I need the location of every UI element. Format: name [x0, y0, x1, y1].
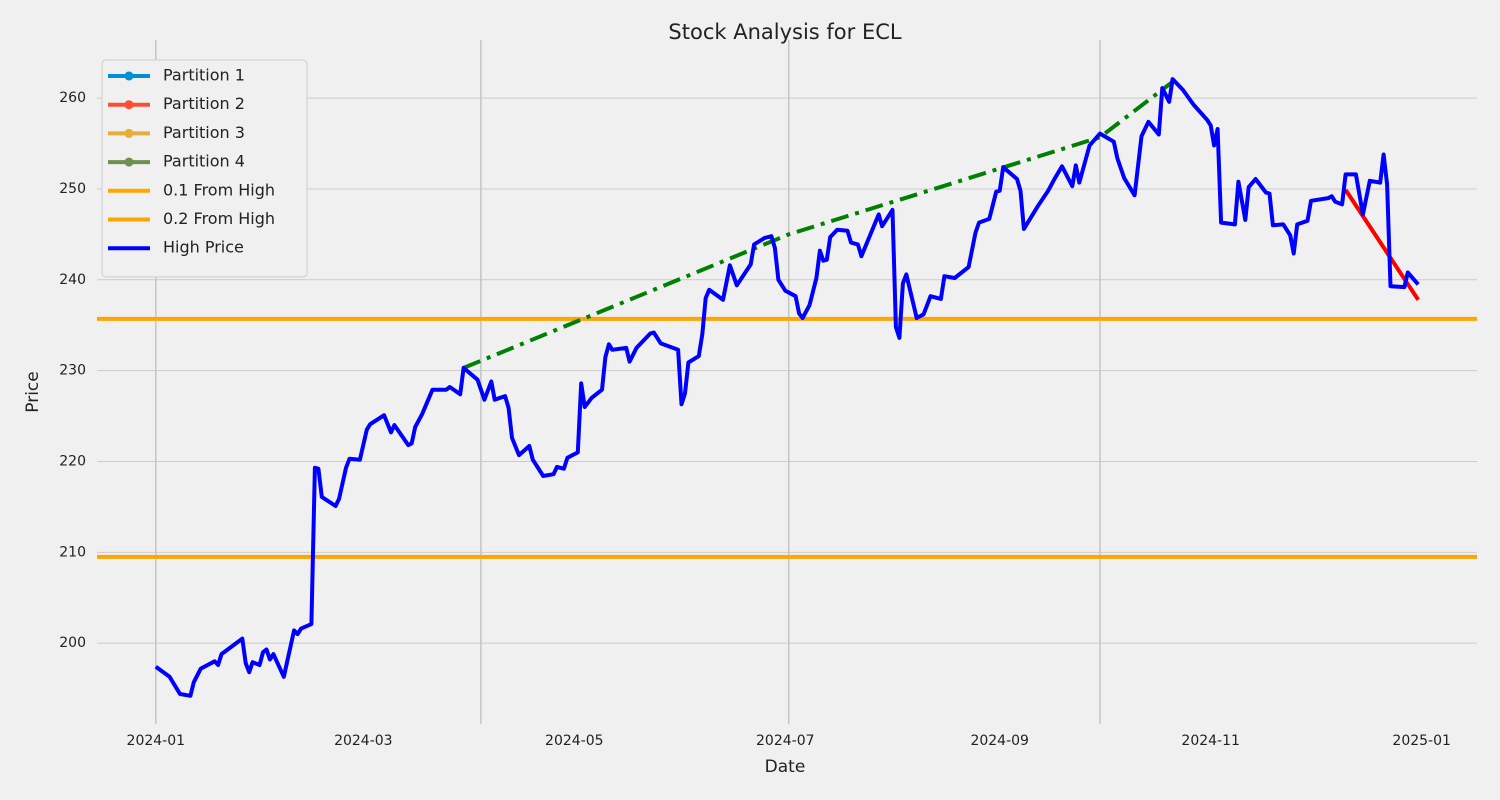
- y-tick-label: 260: [59, 90, 86, 106]
- y-axis-label: Price: [23, 371, 43, 412]
- legend-marker: [124, 100, 134, 110]
- legend-marker: [124, 71, 134, 81]
- legend-label: Partition 1: [163, 66, 245, 85]
- legend-box: [101, 59, 308, 278]
- x-axis-label: Date: [765, 757, 806, 777]
- legend-label: Partition 4: [163, 152, 245, 171]
- legend-label: 0.1 From High: [163, 180, 275, 199]
- x-tick-label: 2024-03: [334, 733, 393, 749]
- y-tick-label: 210: [59, 544, 86, 560]
- x-tick-label: 2024-07: [756, 733, 815, 749]
- x-tick-label: 2024-09: [970, 733, 1029, 749]
- trend-line: [462, 80, 1174, 370]
- chart-title: Stock Analysis for ECL: [668, 20, 901, 44]
- x-tick-label: 2024-05: [545, 733, 604, 749]
- legend-marker: [124, 128, 134, 138]
- legend: Partition 1 Partition 2 Partition 3 Partiti…: [101, 59, 308, 278]
- x-tick-label: 2024-11: [1181, 733, 1240, 749]
- y-tick-label: 220: [59, 453, 86, 469]
- y-tick-label: 240: [59, 272, 86, 288]
- y-tick-label: 230: [59, 363, 86, 379]
- price-line: [154, 77, 1420, 698]
- legend-label: Partition 2: [163, 94, 245, 113]
- legend-marker: [124, 157, 134, 167]
- legend-label: 0.2 From High: [163, 209, 275, 228]
- x-tick-label: 2025-01: [1392, 733, 1451, 749]
- y-tick-label: 200: [59, 635, 86, 651]
- legend-label: Partition 3: [163, 123, 245, 142]
- x-tick-label: 2024-01: [127, 733, 186, 749]
- legend-label: High Price: [163, 238, 244, 257]
- y-tick-label: 250: [59, 181, 86, 197]
